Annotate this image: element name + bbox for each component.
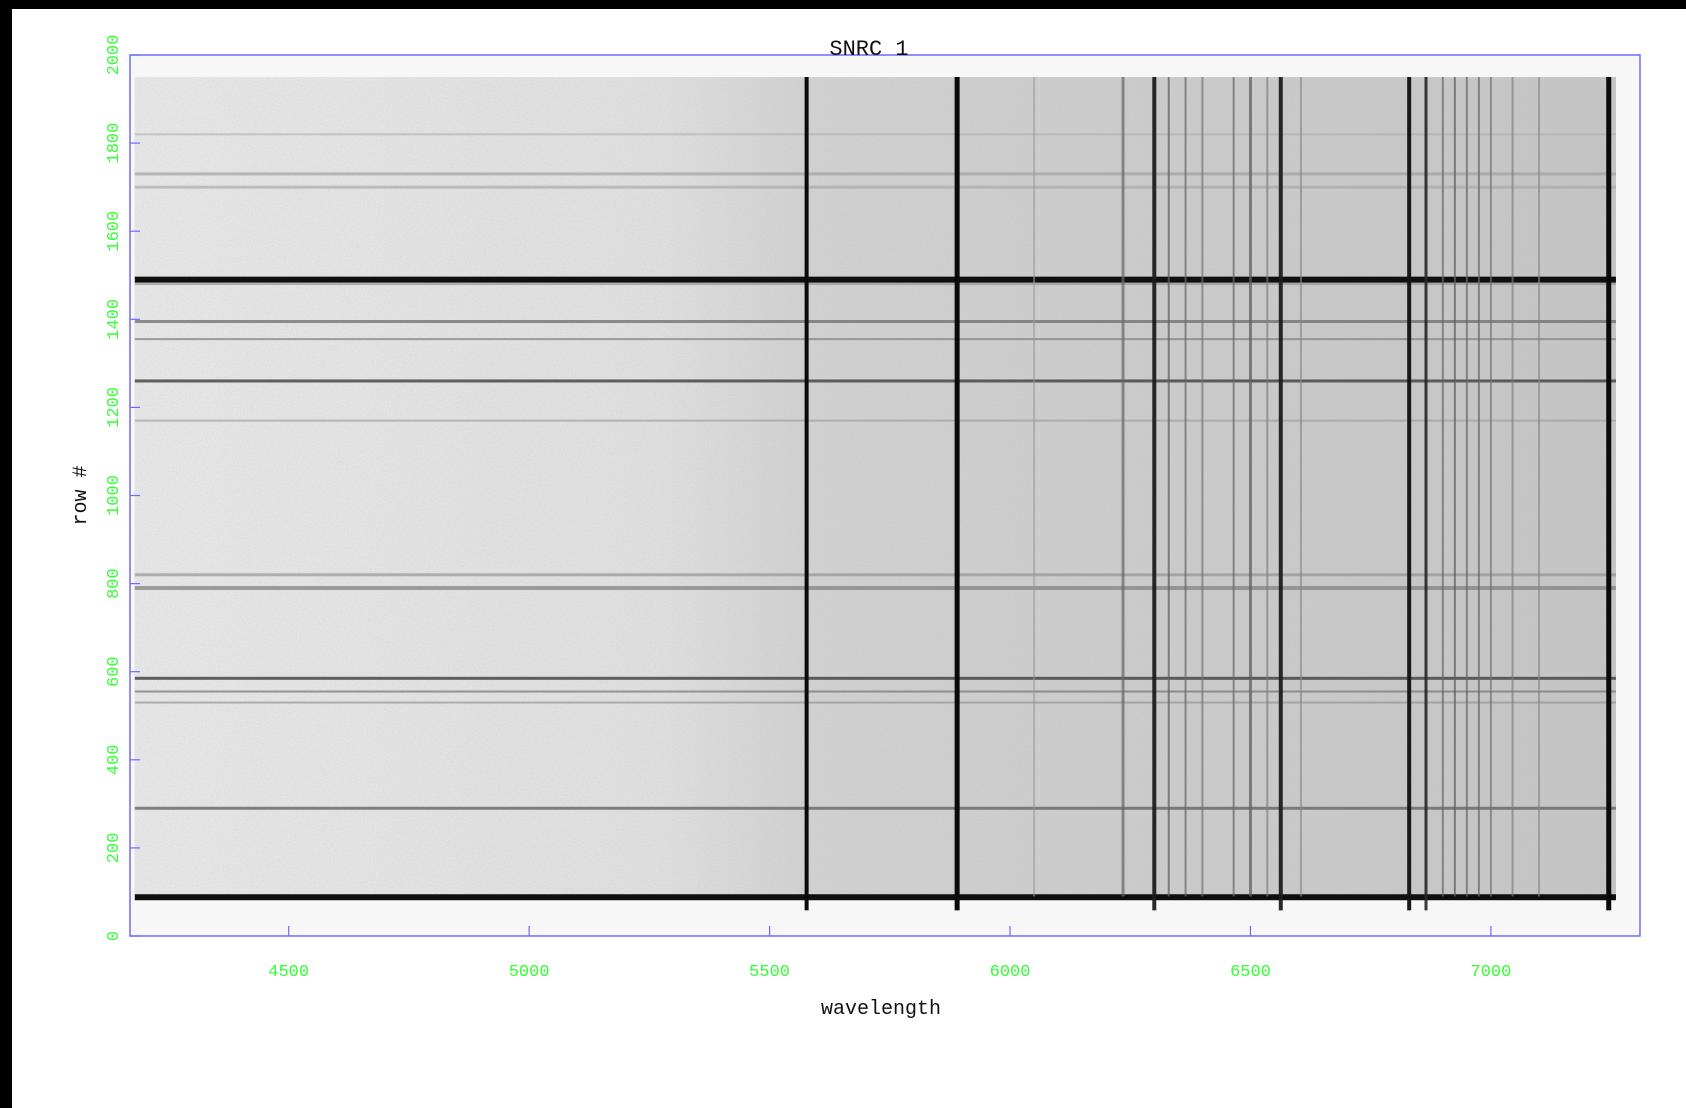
y-tick-label: 1800 bbox=[105, 123, 124, 164]
y-tick-label: 1000 bbox=[105, 475, 124, 516]
sky-line bbox=[1407, 77, 1412, 911]
axes: 4500 5000 5500 6000 6500 7000 0 200 400 600 800 100… bbox=[105, 35, 1641, 982]
image-noise bbox=[134, 77, 1616, 897]
sky-line bbox=[1278, 77, 1283, 911]
sky-line bbox=[1033, 77, 1036, 897]
sky-line bbox=[954, 77, 960, 911]
sky-line bbox=[1424, 77, 1428, 911]
spectrum-chart: 4500 5000 5500 6000 6500 7000 0 200 400 600 800 100… bbox=[70, 35, 1641, 1021]
sky-line bbox=[1606, 77, 1612, 911]
sky-line bbox=[1184, 77, 1187, 897]
sky-line bbox=[1299, 77, 1302, 897]
y-tick-label: 0 bbox=[105, 931, 124, 941]
trace-line bbox=[134, 701, 1616, 704]
sky-line bbox=[1152, 77, 1157, 911]
chart-canvas: 4500 5000 5500 6000 6500 7000 0 200 400 600 800 100… bbox=[12, 9, 1686, 1108]
trace-line bbox=[134, 379, 1616, 383]
trace-line bbox=[134, 185, 1616, 189]
sky-line bbox=[1248, 77, 1252, 897]
y-tick-label: 400 bbox=[105, 744, 124, 775]
trace-line bbox=[134, 276, 1616, 283]
sky-line bbox=[1489, 77, 1492, 897]
trace-line bbox=[134, 283, 1616, 286]
sky-line bbox=[1167, 77, 1170, 897]
y-tick-label: 1600 bbox=[105, 211, 124, 252]
plot-area bbox=[130, 55, 1640, 936]
sky-line bbox=[1511, 77, 1514, 897]
trace-line bbox=[134, 320, 1616, 324]
trace-line bbox=[134, 338, 1616, 341]
y-axis-label: row # bbox=[70, 465, 93, 525]
y-tick-label: 200 bbox=[105, 833, 124, 864]
sky-line bbox=[1121, 77, 1125, 897]
y-tick-label: 800 bbox=[105, 568, 124, 599]
x-tick-label: 5500 bbox=[749, 963, 790, 982]
x-tick-label: 6000 bbox=[990, 963, 1031, 982]
trace-line bbox=[134, 806, 1616, 810]
x-tick-label: 5000 bbox=[509, 963, 550, 982]
y-tick-label: 600 bbox=[105, 656, 124, 687]
x-tick-label: 4500 bbox=[268, 963, 309, 982]
y-tick-label: 1400 bbox=[105, 299, 124, 340]
sky-line bbox=[1266, 77, 1269, 897]
y-tick-label: 2000 bbox=[105, 35, 124, 76]
trace-line bbox=[134, 586, 1616, 591]
sky-line bbox=[1441, 77, 1444, 897]
trace-line bbox=[134, 894, 1616, 901]
sky-line bbox=[1477, 77, 1480, 897]
sky-line bbox=[1538, 77, 1541, 897]
trace-line bbox=[134, 419, 1616, 422]
sky-line bbox=[1201, 77, 1204, 897]
trace-line bbox=[134, 573, 1616, 577]
trace-line bbox=[134, 133, 1616, 136]
trace-line bbox=[134, 676, 1616, 680]
trace-line bbox=[134, 690, 1616, 693]
x-axis-label: wavelength bbox=[821, 998, 941, 1021]
sky-line bbox=[1453, 77, 1456, 897]
x-tick-label: 7000 bbox=[1471, 963, 1512, 982]
chart-title: SNRC 1 bbox=[829, 37, 908, 62]
sky-line bbox=[1465, 77, 1468, 897]
trace-line bbox=[134, 172, 1616, 176]
sky-line bbox=[1232, 77, 1235, 897]
x-tick-label: 6500 bbox=[1230, 963, 1271, 982]
sky-line bbox=[804, 77, 809, 911]
y-tick-label: 1200 bbox=[105, 387, 124, 428]
